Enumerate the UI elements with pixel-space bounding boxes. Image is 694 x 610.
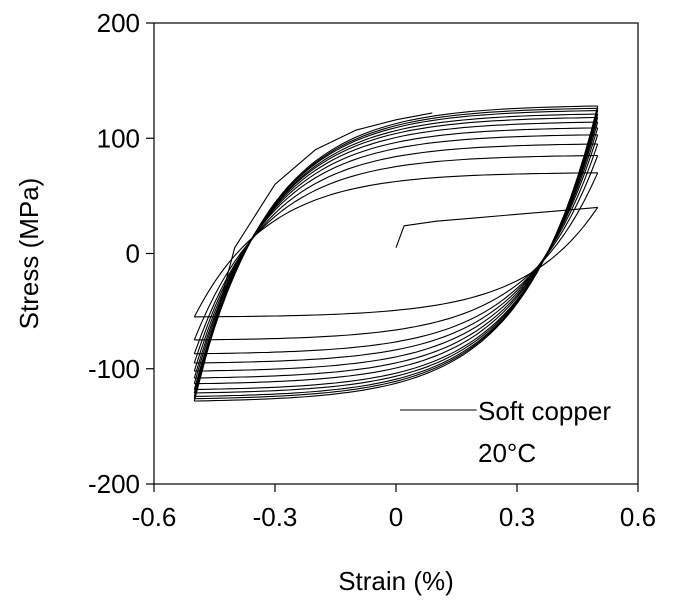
reloading-branch bbox=[193, 116, 598, 384]
reloading-branch bbox=[193, 134, 598, 364]
unloading-branch bbox=[194, 143, 599, 364]
y-axis-label: Stress (MPa) bbox=[14, 178, 44, 330]
y-tick-label: 0 bbox=[126, 239, 140, 269]
x-axis-ticks: -0.6 -0.3 0 0.3 0.6 bbox=[132, 484, 656, 532]
x-tick-label: -0.6 bbox=[132, 502, 177, 532]
plot-area bbox=[153, 22, 639, 485]
legend-entry-temperature: 20°C bbox=[478, 438, 536, 468]
y-tick-label: 200 bbox=[97, 8, 140, 38]
reloading-branch bbox=[193, 154, 598, 341]
reloading-branch bbox=[193, 110, 598, 394]
unloading-branch bbox=[194, 121, 599, 385]
unloading-branch bbox=[194, 108, 599, 400]
reloading-branch bbox=[193, 143, 598, 354]
x-tick-label: 0.6 bbox=[620, 502, 656, 532]
x-tick-label: 0.3 bbox=[499, 502, 535, 532]
unloading-branch bbox=[194, 155, 599, 355]
x-tick-label: 0 bbox=[389, 502, 403, 532]
unloading-branch bbox=[194, 117, 599, 391]
reloading-branch bbox=[193, 172, 598, 318]
unloading-branch bbox=[194, 172, 599, 341]
hysteresis-loops bbox=[193, 105, 599, 402]
y-axis-ticks: -200 -100 0 100 200 bbox=[88, 8, 154, 499]
unloading-branch bbox=[194, 134, 599, 372]
unloading-branch bbox=[194, 105, 599, 402]
reloading-branch bbox=[193, 113, 598, 390]
y-tick-label: 100 bbox=[97, 123, 140, 153]
legend-entry: Soft copper bbox=[478, 396, 611, 426]
unloading-branch bbox=[194, 207, 599, 318]
unloading-branch bbox=[194, 113, 599, 394]
reloading-branch bbox=[193, 127, 598, 372]
y-tick-label: -100 bbox=[88, 354, 140, 384]
y-tick-label: -200 bbox=[88, 469, 140, 499]
legend: Soft copper 20°C bbox=[400, 396, 611, 468]
initial-loading-curve bbox=[395, 206, 598, 248]
x-axis-label: Strain (%) bbox=[338, 566, 454, 596]
x-tick-label: -0.3 bbox=[253, 502, 298, 532]
unloading-branch bbox=[194, 110, 599, 397]
final-loading-curve bbox=[193, 112, 433, 402]
reloading-branch bbox=[193, 105, 598, 399]
unloading-branch bbox=[194, 127, 599, 379]
